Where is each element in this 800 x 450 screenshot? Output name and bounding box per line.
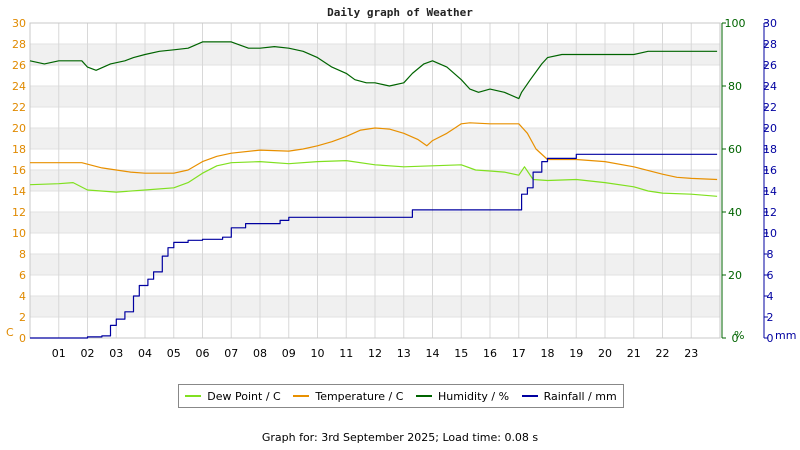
tick-labels: 0246810121416182022242628300204060801000… (12, 17, 777, 360)
chart-title: Daily graph of Weather (327, 6, 473, 19)
legend-swatch-temperature (293, 395, 310, 397)
series-line-dew-point (29, 160, 718, 197)
x-tick-label: 06 (196, 347, 210, 360)
legend-swatch-dew-point (185, 395, 202, 397)
legend-item-rainfall: Rainfall / mm (521, 389, 617, 403)
legend-item-dew-point: Dew Point / C (185, 389, 281, 403)
left-tick-label: 6 (19, 269, 26, 282)
legend-swatch-rainfall (521, 395, 538, 397)
left-tick-label: 20 (12, 122, 26, 135)
left-tick-label: 16 (12, 164, 26, 177)
humidity-tick-label: 20 (728, 269, 742, 282)
left-tick-label: 22 (12, 101, 26, 114)
x-tick-label: 13 (397, 347, 411, 360)
x-tick-label: 17 (512, 347, 526, 360)
rain-tick-label: 4 (767, 290, 774, 303)
x-tick-label: 08 (253, 347, 267, 360)
left-tick-label: 28 (12, 38, 26, 51)
left-tick-label: 24 (12, 80, 26, 93)
legend-label-dew-point: Dew Point / C (207, 389, 281, 403)
rain-tick-label: 22 (763, 101, 777, 114)
rain-tick-label: 0 (767, 332, 774, 345)
rain-tick-label: 18 (763, 143, 777, 156)
x-tick-label: 15 (454, 347, 468, 360)
x-tick-label: 07 (224, 347, 238, 360)
x-tick-label: 01 (52, 347, 66, 360)
legend: Dew Point / C Temperature / C Humidity /… (178, 384, 624, 408)
rain-tick-label: 30 (763, 17, 777, 30)
humidity-tick-label: 80 (728, 80, 742, 93)
rain-tick-label: 12 (763, 206, 777, 219)
x-tick-label: 09 (282, 347, 296, 360)
left-tick-label: 14 (12, 185, 26, 198)
x-tick-label: 12 (368, 347, 382, 360)
legend-label-temperature: Temperature / C (315, 389, 404, 403)
rain-tick-label: 16 (763, 164, 777, 177)
x-tick-label: 19 (569, 347, 583, 360)
x-tick-label: 05 (167, 347, 181, 360)
x-tick-label: 16 (483, 347, 497, 360)
rain-axis-unit: mm (775, 329, 796, 342)
x-tick-label: 23 (684, 347, 698, 360)
x-tick-label: 20 (598, 347, 612, 360)
x-tick-label: 03 (109, 347, 123, 360)
left-tick-label: 30 (12, 17, 26, 30)
x-tick-label: 04 (138, 347, 152, 360)
humidity-tick-label: 60 (728, 143, 742, 156)
series-line-temperature (30, 122, 718, 181)
x-tick-label: 02 (81, 347, 95, 360)
rain-tick-label: 28 (763, 38, 777, 51)
rain-tick-label: 2 (767, 311, 774, 324)
rain-tick-label: 24 (763, 80, 777, 93)
legend-label-humidity: Humidity / % (438, 389, 510, 403)
left-tick-label: 12 (12, 206, 26, 219)
footer-status: Graph for: 3rd September 2025; Load time… (261, 431, 539, 444)
humidity-tick-label: 0 (732, 332, 739, 345)
x-tick-label: 21 (627, 347, 641, 360)
humidity-axis-unit: % (734, 329, 744, 342)
legend-item-temperature: Temperature / C (293, 390, 403, 403)
x-tick-label: 10 (311, 347, 325, 360)
left-tick-label: 2 (19, 311, 26, 324)
rain-tick-label: 14 (763, 185, 777, 198)
left-axis-unit: C (6, 326, 14, 339)
legend-label-rainfall: Rainfall / mm (543, 389, 617, 403)
humidity-tick-label: 40 (728, 206, 742, 219)
left-tick-label: 26 (12, 59, 26, 72)
left-tick-label: 10 (12, 227, 26, 240)
axes (29, 22, 765, 339)
x-tick-label: 18 (541, 347, 555, 360)
x-tick-label: 22 (656, 347, 670, 360)
rain-tick-label: 26 (763, 59, 777, 72)
legend-item-humidity: Humidity / % (416, 390, 509, 403)
rain-tick-label: 20 (763, 122, 777, 135)
x-tick-label: 14 (426, 347, 440, 360)
rain-tick-label: 10 (763, 227, 777, 240)
left-tick-label: 4 (19, 290, 26, 303)
left-tick-label: 8 (19, 248, 26, 261)
plot-border (29, 22, 721, 339)
series-line-humidity (29, 41, 718, 100)
rain-tick-label: 6 (767, 269, 774, 282)
left-tick-label: 0 (19, 332, 26, 345)
humidity-tick-label: 100 (725, 17, 746, 30)
x-tick-label: 11 (339, 347, 353, 360)
legend-swatch-humidity (416, 395, 433, 397)
rain-tick-label: 8 (767, 248, 774, 261)
left-tick-label: 18 (12, 143, 26, 156)
series-line-rainfall (30, 153, 718, 339)
series-lines (29, 41, 718, 339)
